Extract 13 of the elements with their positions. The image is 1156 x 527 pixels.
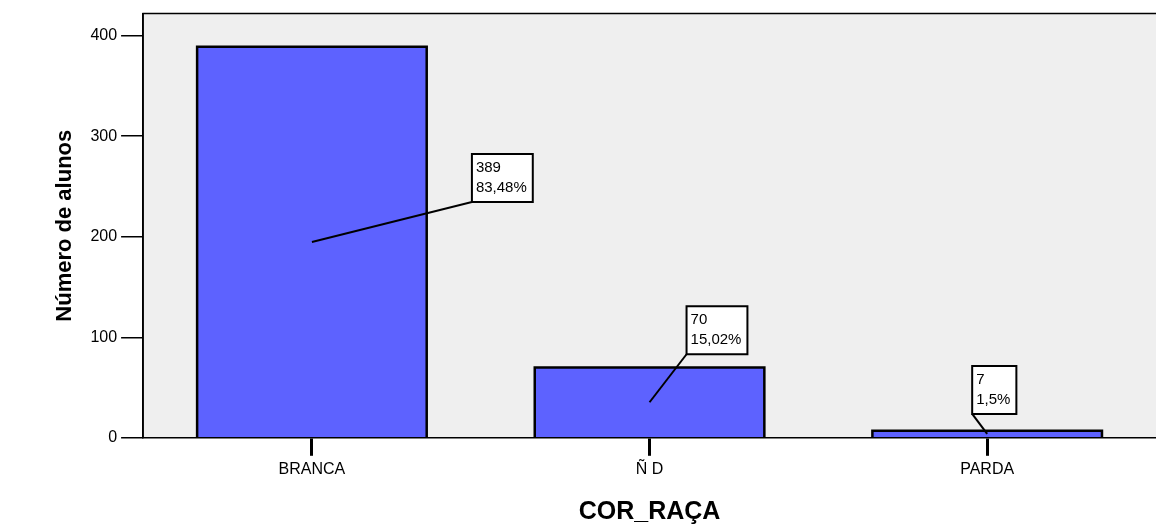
- data-label: 7 1,5%: [976, 369, 1011, 407]
- y-tick-label: 400: [90, 26, 118, 44]
- x-axis-title: COR_RAÇA: [578, 495, 721, 524]
- y-tick-label: 0: [108, 428, 118, 446]
- data-label: 389 83,48%: [475, 157, 527, 195]
- x-tick-label: Ñ D: [635, 457, 664, 477]
- y-tick-label: 300: [90, 126, 118, 144]
- x-tick-label: PARDA: [960, 459, 1015, 477]
- data-label: 70 15,02%: [690, 309, 742, 347]
- y-tick-label: 200: [90, 227, 118, 245]
- x-tick-label: BRANCA: [278, 459, 346, 477]
- y-tick-label: 100: [90, 327, 118, 345]
- y-axis-title: Número de alunos: [51, 129, 77, 322]
